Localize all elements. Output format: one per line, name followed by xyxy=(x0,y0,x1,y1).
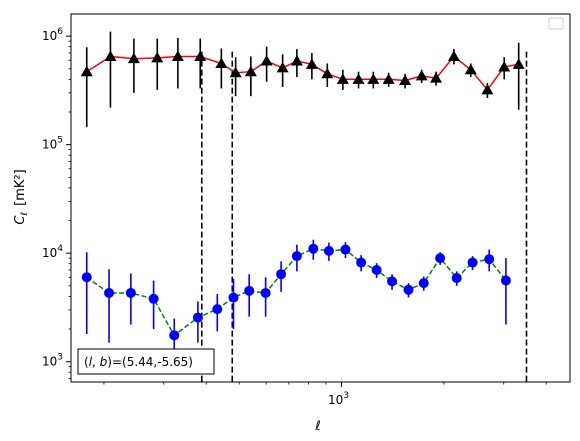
data-point xyxy=(430,72,443,83)
data-point xyxy=(418,278,429,289)
data-point xyxy=(290,55,303,66)
data-point xyxy=(481,83,494,95)
data-point xyxy=(415,69,428,81)
data-point xyxy=(464,63,477,75)
data-point xyxy=(371,264,382,275)
data-point xyxy=(215,57,228,68)
data-point xyxy=(352,73,365,84)
series-1 xyxy=(81,239,511,362)
data-point xyxy=(356,257,367,268)
data-point xyxy=(336,73,349,84)
series-0 xyxy=(80,31,525,128)
y-tick-label: 103 xyxy=(42,353,63,369)
data-point xyxy=(321,67,334,79)
y-tick-label: 104 xyxy=(42,244,63,260)
data-point xyxy=(276,269,287,280)
y-tick-label: 106 xyxy=(42,27,63,43)
data-point xyxy=(169,330,180,341)
data-point xyxy=(127,52,140,64)
x-tick-label: 103 xyxy=(328,391,349,407)
data-point xyxy=(467,257,478,268)
data-point xyxy=(81,272,92,283)
data-point xyxy=(291,251,302,262)
plot-frame xyxy=(70,13,571,383)
data-point xyxy=(305,58,318,69)
data-point xyxy=(399,74,412,86)
data-point xyxy=(151,51,164,63)
data-point xyxy=(512,58,525,69)
legend-box xyxy=(548,17,564,30)
data-point xyxy=(435,253,446,264)
data-point xyxy=(403,284,414,295)
data-point xyxy=(260,55,273,66)
data-point xyxy=(104,50,117,61)
data-point xyxy=(171,50,184,61)
y-tick-label: 105 xyxy=(42,136,63,152)
data-point xyxy=(229,66,242,78)
data-point xyxy=(323,245,334,256)
data-point xyxy=(228,292,239,303)
data-point xyxy=(244,285,255,296)
data-point xyxy=(447,50,460,61)
data-point xyxy=(148,293,159,304)
data-point xyxy=(340,244,351,255)
data-point xyxy=(194,50,207,61)
data-point xyxy=(125,287,136,298)
data-point xyxy=(308,243,319,254)
data-point xyxy=(276,61,289,73)
data-point xyxy=(498,60,511,72)
data-point xyxy=(484,254,495,265)
data-point xyxy=(451,273,462,284)
data-series-group xyxy=(80,31,525,362)
data-point xyxy=(260,287,271,298)
data-point xyxy=(500,275,511,286)
annotation-box: (l, b)=(5.44,-5.65) xyxy=(77,348,215,375)
data-point xyxy=(212,304,223,315)
vertical-reference-lines xyxy=(200,51,528,382)
annotation-text: (l, b)=(5.44,-5.65) xyxy=(84,355,193,369)
data-point xyxy=(192,312,203,323)
axis-ticks-group: 103 104 105 106 103 xyxy=(42,27,547,407)
data-point xyxy=(387,276,398,287)
data-point xyxy=(382,73,395,84)
data-point xyxy=(244,65,257,77)
y-axis-label: Cℓ[mK²] xyxy=(13,169,30,224)
x-axis-label: ℓ xyxy=(314,419,320,434)
data-point xyxy=(367,73,380,84)
data-point xyxy=(80,65,93,77)
data-point xyxy=(104,287,115,298)
